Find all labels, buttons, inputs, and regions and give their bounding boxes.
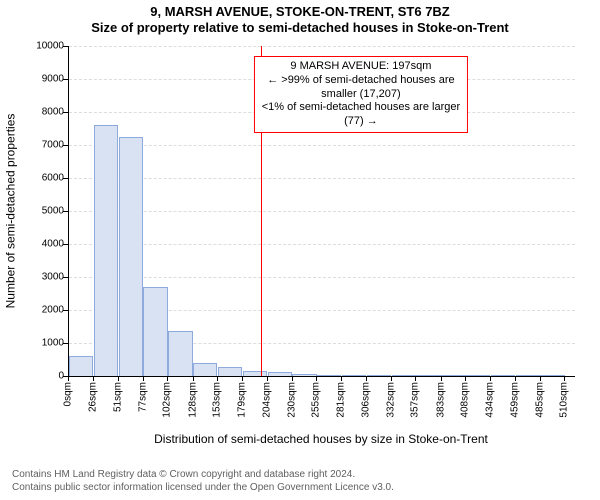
annotation-line1: 9 MARSH AVENUE: 197sqm — [261, 60, 461, 74]
grid-line — [69, 244, 575, 245]
histogram-bar — [218, 367, 242, 376]
y-tick-mark — [63, 178, 68, 179]
histogram-bar — [94, 125, 118, 376]
x-tick-mark — [465, 376, 466, 381]
histogram-bar — [168, 331, 192, 376]
x-tick-mark — [515, 376, 516, 381]
x-tick-label: 255sqm — [311, 382, 322, 418]
y-tick-mark — [63, 46, 68, 47]
x-tick-mark — [68, 376, 69, 381]
footer-line2: Contains public sector information licen… — [12, 482, 394, 495]
histogram-bar — [69, 356, 93, 376]
grid-line — [69, 277, 575, 278]
x-tick-mark — [167, 376, 168, 381]
x-tick-mark — [341, 376, 342, 381]
x-tick-label: 510sqm — [559, 382, 570, 418]
x-tick-mark — [217, 376, 218, 381]
x-tick-label: 408sqm — [460, 382, 471, 418]
x-tick-label: 306sqm — [360, 382, 371, 418]
histogram-bar — [119, 137, 143, 376]
x-tick-label: 77sqm — [137, 382, 148, 412]
x-tick-mark — [292, 376, 293, 381]
x-tick-mark — [540, 376, 541, 381]
annotation-line3: <1% of semi-detached houses are larger (… — [261, 101, 461, 129]
x-tick-mark — [93, 376, 94, 381]
x-tick-label: 230sqm — [286, 382, 297, 418]
x-tick-label: 102sqm — [162, 382, 173, 418]
histogram-bar — [143, 287, 167, 376]
y-tick-mark — [63, 211, 68, 212]
y-tick-mark — [63, 145, 68, 146]
title-line2: Size of property relative to semi-detach… — [0, 20, 600, 36]
y-tick-mark — [63, 310, 68, 311]
y-tick-mark — [63, 277, 68, 278]
grid-line — [69, 211, 575, 212]
annotation-box: 9 MARSH AVENUE: 197sqm← >99% of semi-det… — [254, 56, 468, 133]
x-tick-mark — [415, 376, 416, 381]
x-tick-label: 383sqm — [435, 382, 446, 418]
x-tick-label: 51sqm — [112, 382, 123, 412]
x-tick-mark — [391, 376, 392, 381]
x-tick-mark — [242, 376, 243, 381]
x-tick-label: 128sqm — [187, 382, 198, 418]
x-tick-label: 434sqm — [485, 382, 496, 418]
y-tick-mark — [63, 79, 68, 80]
plot-area: 9 MARSH AVENUE: 197sqm← >99% of semi-det… — [68, 46, 575, 377]
x-tick-label: 459sqm — [509, 382, 520, 418]
grid-line — [69, 145, 575, 146]
x-tick-mark — [366, 376, 367, 381]
x-tick-label: 281sqm — [336, 382, 347, 418]
y-tick-mark — [63, 343, 68, 344]
x-tick-mark — [564, 376, 565, 381]
x-tick-mark — [118, 376, 119, 381]
x-tick-label: 204sqm — [261, 382, 272, 418]
grid-line — [69, 178, 575, 179]
x-tick-mark — [193, 376, 194, 381]
footer-line1: Contains HM Land Registry data © Crown c… — [12, 469, 394, 482]
x-tick-mark — [143, 376, 144, 381]
x-tick-label: 26sqm — [88, 382, 99, 412]
annotation-line2: ← >99% of semi-detached houses are small… — [261, 74, 461, 102]
title-line1: 9, MARSH AVENUE, STOKE-ON-TRENT, ST6 7BZ — [0, 4, 600, 20]
x-tick-mark — [316, 376, 317, 381]
x-tick-label: 485sqm — [534, 382, 545, 418]
x-axis-tick-labels: 0sqm26sqm51sqm77sqm102sqm128sqm153sqm179… — [68, 376, 574, 436]
x-axis-title: Distribution of semi-detached houses by … — [68, 432, 574, 446]
x-tick-label: 153sqm — [211, 382, 222, 418]
x-tick-mark — [490, 376, 491, 381]
x-tick-label: 179sqm — [237, 382, 248, 418]
y-tick-mark — [63, 244, 68, 245]
x-tick-label: 357sqm — [410, 382, 421, 418]
histogram-bar — [193, 363, 217, 376]
y-axis-title: Number of semi-detached properties — [3, 114, 17, 309]
chart-title: 9, MARSH AVENUE, STOKE-ON-TRENT, ST6 7BZ… — [0, 4, 600, 35]
x-tick-label: 0sqm — [63, 382, 74, 406]
x-tick-label: 332sqm — [386, 382, 397, 418]
x-tick-mark — [441, 376, 442, 381]
chart-root: 9, MARSH AVENUE, STOKE-ON-TRENT, ST6 7BZ… — [0, 0, 600, 500]
footer-attribution: Contains HM Land Registry data © Crown c… — [12, 469, 394, 494]
grid-line — [69, 46, 575, 47]
x-tick-mark — [267, 376, 268, 381]
y-tick-mark — [63, 112, 68, 113]
